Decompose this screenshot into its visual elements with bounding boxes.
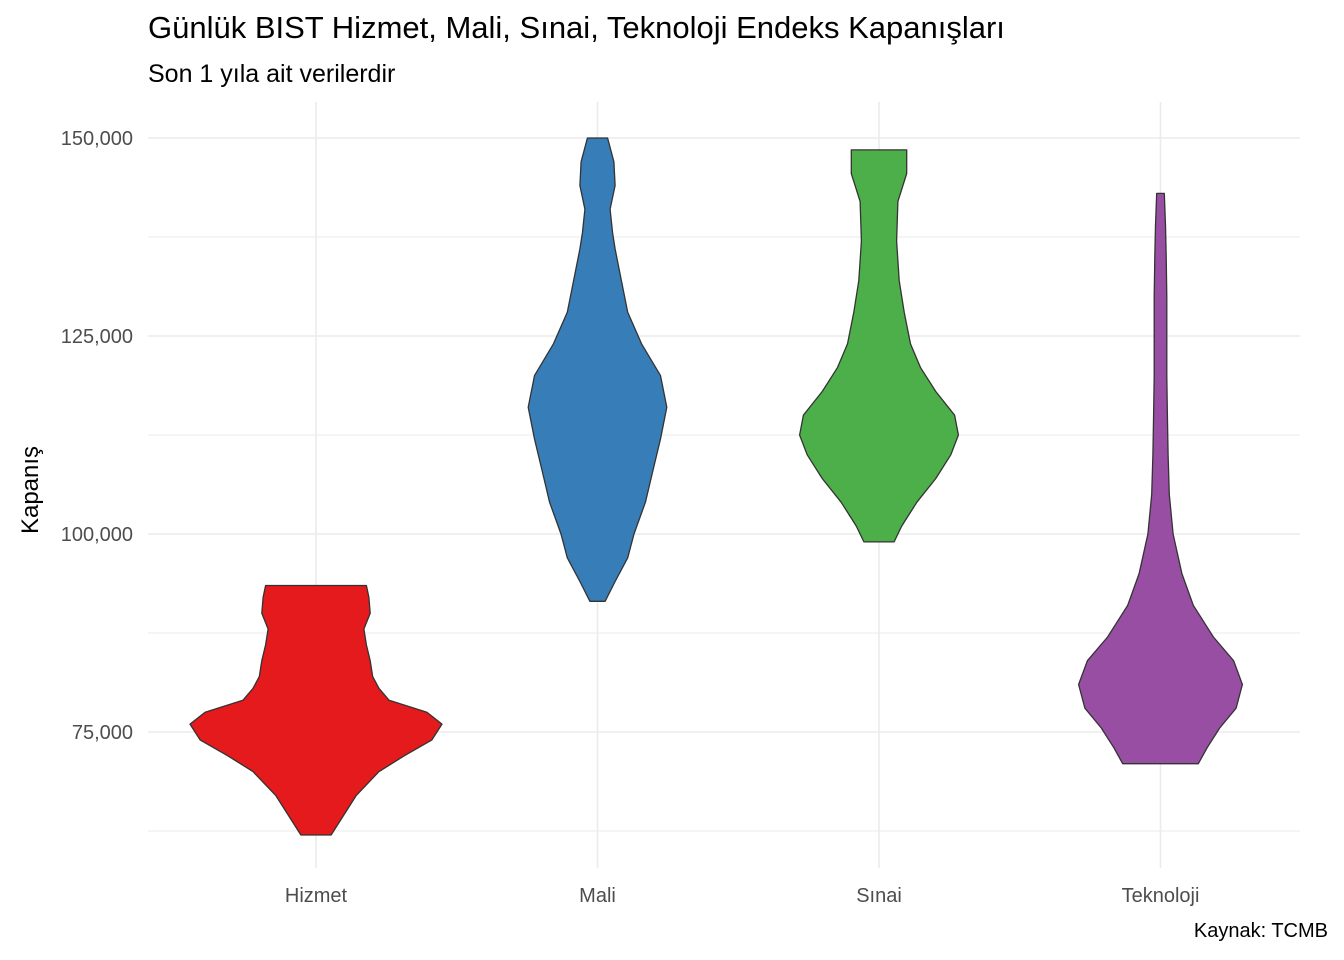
y-tick-label: 150,000: [61, 128, 133, 150]
x-tick-label: Mali: [579, 885, 616, 907]
violin-3: [798, 149, 960, 543]
violin-2: [527, 137, 668, 602]
y-axis-title: Kapanış: [17, 446, 44, 534]
x-tick-label: Hizmet: [285, 885, 348, 907]
x-tick-label: Sınai: [856, 885, 902, 907]
violin-4: [1077, 192, 1244, 765]
chart-caption: Kaynak: TCMB: [1193, 920, 1328, 942]
chart-title: Günlük BIST Hizmet, Mali, Sınai, Teknolo…: [148, 10, 1005, 45]
violin-1: [189, 584, 443, 836]
chart-subtitle: Son 1 yıla ait verilerdir: [148, 60, 396, 88]
y-tick-label: 100,000: [61, 524, 133, 546]
y-tick-label: 125,000: [61, 326, 133, 348]
y-tick-label: 75,000: [72, 722, 133, 744]
x-tick-label: Teknoloji: [1122, 885, 1200, 907]
